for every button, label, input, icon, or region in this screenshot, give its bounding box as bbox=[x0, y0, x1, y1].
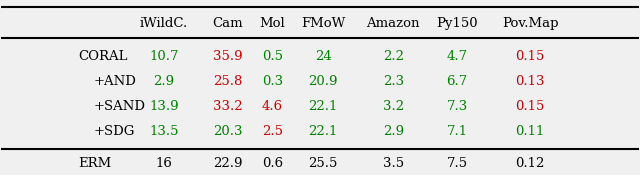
Text: 22.1: 22.1 bbox=[308, 125, 338, 138]
Text: iWildC.: iWildC. bbox=[140, 17, 188, 30]
Text: 22.1: 22.1 bbox=[308, 100, 338, 113]
Text: 20.9: 20.9 bbox=[308, 75, 338, 88]
Text: 20.3: 20.3 bbox=[213, 125, 243, 138]
Text: +AND: +AND bbox=[94, 75, 137, 88]
Text: Mol: Mol bbox=[259, 17, 285, 30]
Text: 13.5: 13.5 bbox=[149, 125, 179, 138]
Text: 2.9: 2.9 bbox=[154, 75, 175, 88]
Text: CORAL: CORAL bbox=[78, 50, 127, 63]
Text: 3.2: 3.2 bbox=[383, 100, 404, 113]
Text: 13.9: 13.9 bbox=[149, 100, 179, 113]
Text: 33.2: 33.2 bbox=[212, 100, 243, 113]
Text: 4.7: 4.7 bbox=[447, 50, 468, 63]
Text: Cam: Cam bbox=[212, 17, 243, 30]
Text: 16: 16 bbox=[156, 157, 172, 170]
Text: 2.3: 2.3 bbox=[383, 75, 404, 88]
Text: 35.9: 35.9 bbox=[212, 50, 243, 63]
Text: 7.5: 7.5 bbox=[447, 157, 468, 170]
Text: 0.12: 0.12 bbox=[516, 157, 545, 170]
Text: FMoW: FMoW bbox=[301, 17, 346, 30]
Text: Pov.Map: Pov.Map bbox=[502, 17, 559, 30]
Text: Amazon: Amazon bbox=[367, 17, 420, 30]
Text: 0.15: 0.15 bbox=[516, 50, 545, 63]
Text: 0.3: 0.3 bbox=[262, 75, 283, 88]
Text: 0.13: 0.13 bbox=[516, 75, 545, 88]
Text: 2.9: 2.9 bbox=[383, 125, 404, 138]
Text: 10.7: 10.7 bbox=[149, 50, 179, 63]
Text: 22.9: 22.9 bbox=[213, 157, 243, 170]
Text: +SDG: +SDG bbox=[94, 125, 135, 138]
Text: 6.7: 6.7 bbox=[446, 75, 468, 88]
Text: 0.6: 0.6 bbox=[262, 157, 283, 170]
Text: 24: 24 bbox=[315, 50, 332, 63]
Text: Py150: Py150 bbox=[436, 17, 478, 30]
Text: 3.5: 3.5 bbox=[383, 157, 404, 170]
Text: 7.1: 7.1 bbox=[447, 125, 468, 138]
Text: 25.5: 25.5 bbox=[308, 157, 338, 170]
Text: 7.3: 7.3 bbox=[446, 100, 468, 113]
Text: 4.6: 4.6 bbox=[262, 100, 283, 113]
Text: 2.5: 2.5 bbox=[262, 125, 283, 138]
Text: 25.8: 25.8 bbox=[213, 75, 243, 88]
Text: 2.2: 2.2 bbox=[383, 50, 404, 63]
Text: +SAND: +SAND bbox=[94, 100, 146, 113]
Text: 0.11: 0.11 bbox=[516, 125, 545, 138]
Text: 0.15: 0.15 bbox=[516, 100, 545, 113]
Text: ERM: ERM bbox=[78, 157, 111, 170]
Text: 0.5: 0.5 bbox=[262, 50, 283, 63]
